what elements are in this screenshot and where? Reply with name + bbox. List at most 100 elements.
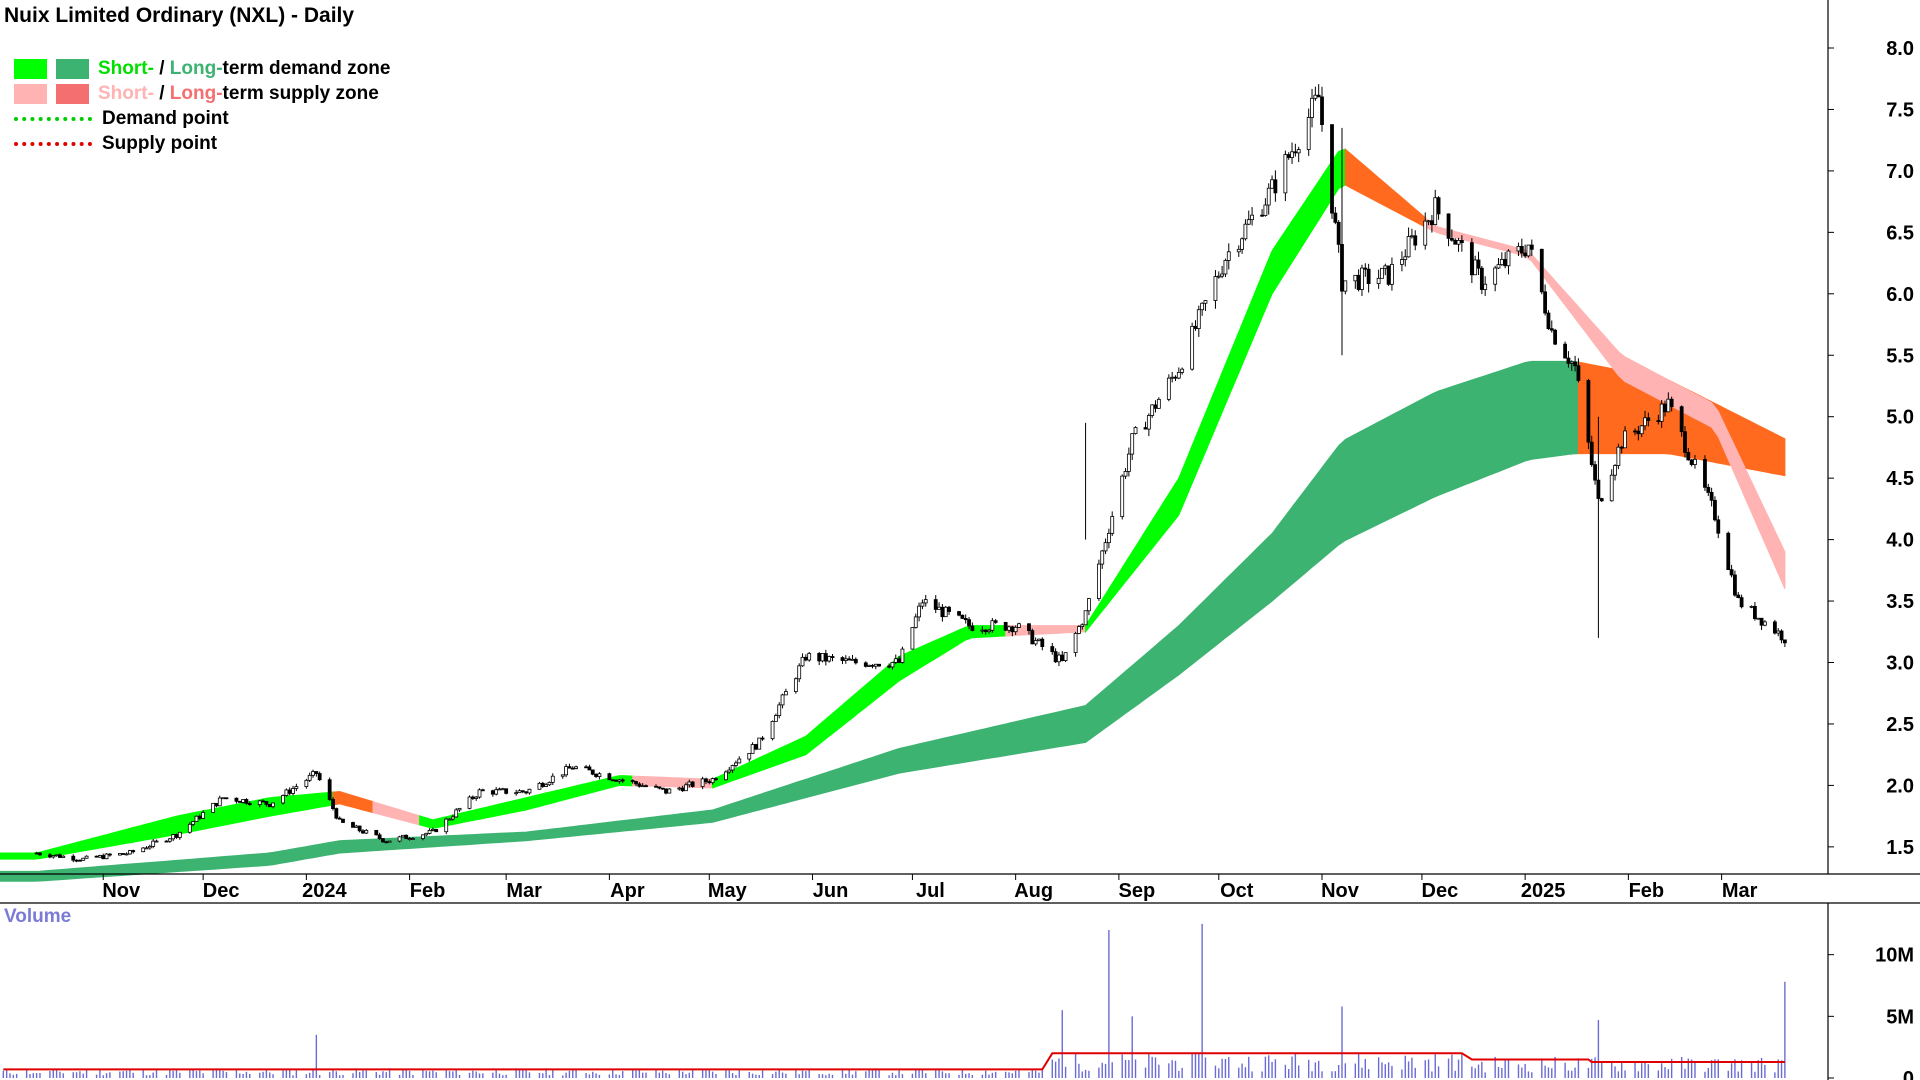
- candle-body: [754, 744, 758, 750]
- candle-body: [574, 766, 578, 769]
- candle-body: [234, 797, 239, 802]
- candle-body: [823, 653, 828, 662]
- candle-body: [910, 627, 915, 650]
- legend-supply-long: Long-: [169, 82, 223, 104]
- short-zone-segment: [372, 800, 421, 826]
- candle-body: [704, 778, 708, 783]
- candle-body: [1376, 277, 1381, 284]
- candle-body: [387, 840, 392, 843]
- legend-supply-short: Short-: [98, 82, 154, 104]
- candle-body: [830, 656, 835, 658]
- candle-body: [1087, 598, 1091, 612]
- candle-body: [1266, 187, 1271, 206]
- candle-body: [877, 663, 882, 667]
- candle-body: [1080, 624, 1085, 627]
- candle-body: [294, 786, 299, 789]
- candle-body: [870, 664, 875, 667]
- candle-body: [1779, 630, 1784, 641]
- candle-body: [1156, 398, 1161, 409]
- supply-point-swatch: [14, 141, 92, 146]
- candle-body: [540, 782, 545, 787]
- legend-supply-point-label: Supply point: [102, 132, 218, 154]
- candle-body: [427, 830, 432, 834]
- candle-body: [947, 606, 951, 612]
- candle-body: [1380, 267, 1384, 279]
- candle-body: [797, 665, 802, 680]
- candle-body: [1433, 197, 1438, 225]
- candle-body: [1636, 430, 1641, 435]
- candle-body: [1456, 240, 1461, 245]
- candle-body: [1633, 430, 1637, 433]
- candle-body: [1430, 220, 1434, 225]
- volume-y-axis: 10M 5M 0: [1828, 945, 1914, 1080]
- candle-body: [1716, 519, 1721, 534]
- candle-body: [1126, 453, 1131, 472]
- x-tick-label: Dec: [203, 880, 240, 902]
- candle-body: [377, 834, 382, 839]
- legend-supply-point: Supply point: [14, 131, 390, 156]
- candle-body: [1656, 420, 1661, 422]
- candle-body: [853, 658, 858, 664]
- candle-body: [1040, 638, 1045, 647]
- candle-body: [594, 773, 598, 777]
- candle-body: [707, 781, 712, 784]
- candle-body: [1643, 417, 1647, 427]
- candle-body: [374, 829, 379, 836]
- candle-body: [677, 787, 682, 790]
- candle-body: [1519, 245, 1524, 254]
- candle-body: [107, 853, 112, 856]
- candle-body: [747, 752, 752, 760]
- x-tick-label: Jun: [813, 880, 849, 902]
- candle-body: [1703, 459, 1707, 488]
- candle-body: [1146, 415, 1151, 430]
- candle-body: [620, 779, 625, 782]
- y-tick-label: 4.5: [1886, 468, 1914, 490]
- y-tick-label: 6.5: [1886, 222, 1914, 244]
- candle-body: [1566, 357, 1571, 364]
- candle-body: [361, 830, 365, 834]
- candle-body: [1453, 239, 1458, 245]
- candle-body: [1356, 274, 1361, 290]
- candle-body: [101, 855, 106, 860]
- candle-body: [237, 800, 242, 803]
- candle-body: [900, 648, 905, 663]
- candle-body: [1596, 479, 1601, 499]
- candle-body: [1646, 417, 1651, 421]
- candle-body: [567, 766, 572, 769]
- candle-body: [457, 807, 462, 811]
- candle-body: [154, 840, 159, 843]
- candle-body: [201, 812, 206, 819]
- candle-body: [1340, 243, 1344, 292]
- candle-body: [1539, 248, 1544, 293]
- candle-body: [1260, 214, 1264, 217]
- candle-body: [1313, 94, 1318, 99]
- candle-body: [1729, 569, 1734, 576]
- candle-body: [58, 854, 62, 858]
- candle-body: [1203, 300, 1208, 304]
- candle-body: [614, 779, 618, 782]
- candle-body: [317, 773, 322, 781]
- candle-body: [1753, 605, 1757, 619]
- candle-body: [1057, 654, 1061, 663]
- y-tick-label: 6.0: [1886, 284, 1914, 306]
- candle-body: [1469, 242, 1474, 276]
- candle-body: [537, 782, 542, 790]
- candle-body: [667, 788, 672, 794]
- candle-body: [803, 656, 808, 661]
- candle-body: [261, 800, 265, 803]
- candle-body: [1589, 441, 1594, 466]
- candle-body: [637, 783, 642, 787]
- candle-body: [1686, 452, 1691, 461]
- candle-body: [843, 658, 848, 661]
- candle-body: [490, 790, 495, 795]
- candle-body: [1240, 238, 1244, 250]
- candle-body: [1390, 263, 1394, 285]
- candle-body: [570, 767, 575, 770]
- candle-body: [547, 781, 552, 786]
- candle-body: [1446, 213, 1451, 239]
- candle-body: [1573, 361, 1577, 367]
- candle-body: [1073, 633, 1078, 654]
- candle-body: [1366, 268, 1371, 284]
- price-x-axis: Nov Dec 2024 Feb Mar Apr May Jun Jul Aug Sep Oct Nov…: [102, 874, 1758, 902]
- y-tick-label: 8.0: [1886, 38, 1914, 60]
